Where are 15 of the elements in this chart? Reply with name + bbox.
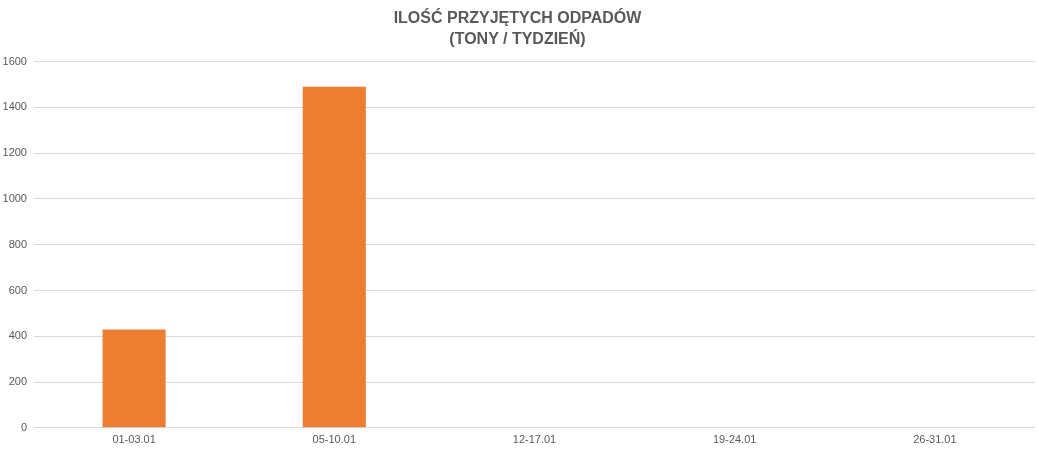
y-tick-label: 1000	[2, 191, 27, 204]
x-tick-label: 05-10.01	[312, 433, 357, 446]
y-tick-label: 800	[8, 237, 27, 250]
y-tick-label: 600	[8, 283, 27, 296]
y-tick-label: 0	[20, 420, 27, 433]
y-tick-label: 1600	[2, 54, 27, 67]
x-tick-label: 01-03.01	[112, 433, 156, 446]
x-tick-label: 19-24.01	[712, 433, 757, 446]
x-tick-label: 26-31.01	[913, 433, 957, 446]
chart-title: ILOŚĆ PRZYJĘTYCH ODPADÓW (TONY / TYDZIEŃ)	[393, 7, 643, 47]
y-tick-label: 400	[8, 329, 27, 342]
y-tick-label: 1400	[2, 100, 27, 113]
x-tick-label: 12-17.01	[512, 433, 557, 446]
y-tick-label: 200	[8, 375, 27, 388]
y-tick-label: 1200	[2, 146, 27, 159]
